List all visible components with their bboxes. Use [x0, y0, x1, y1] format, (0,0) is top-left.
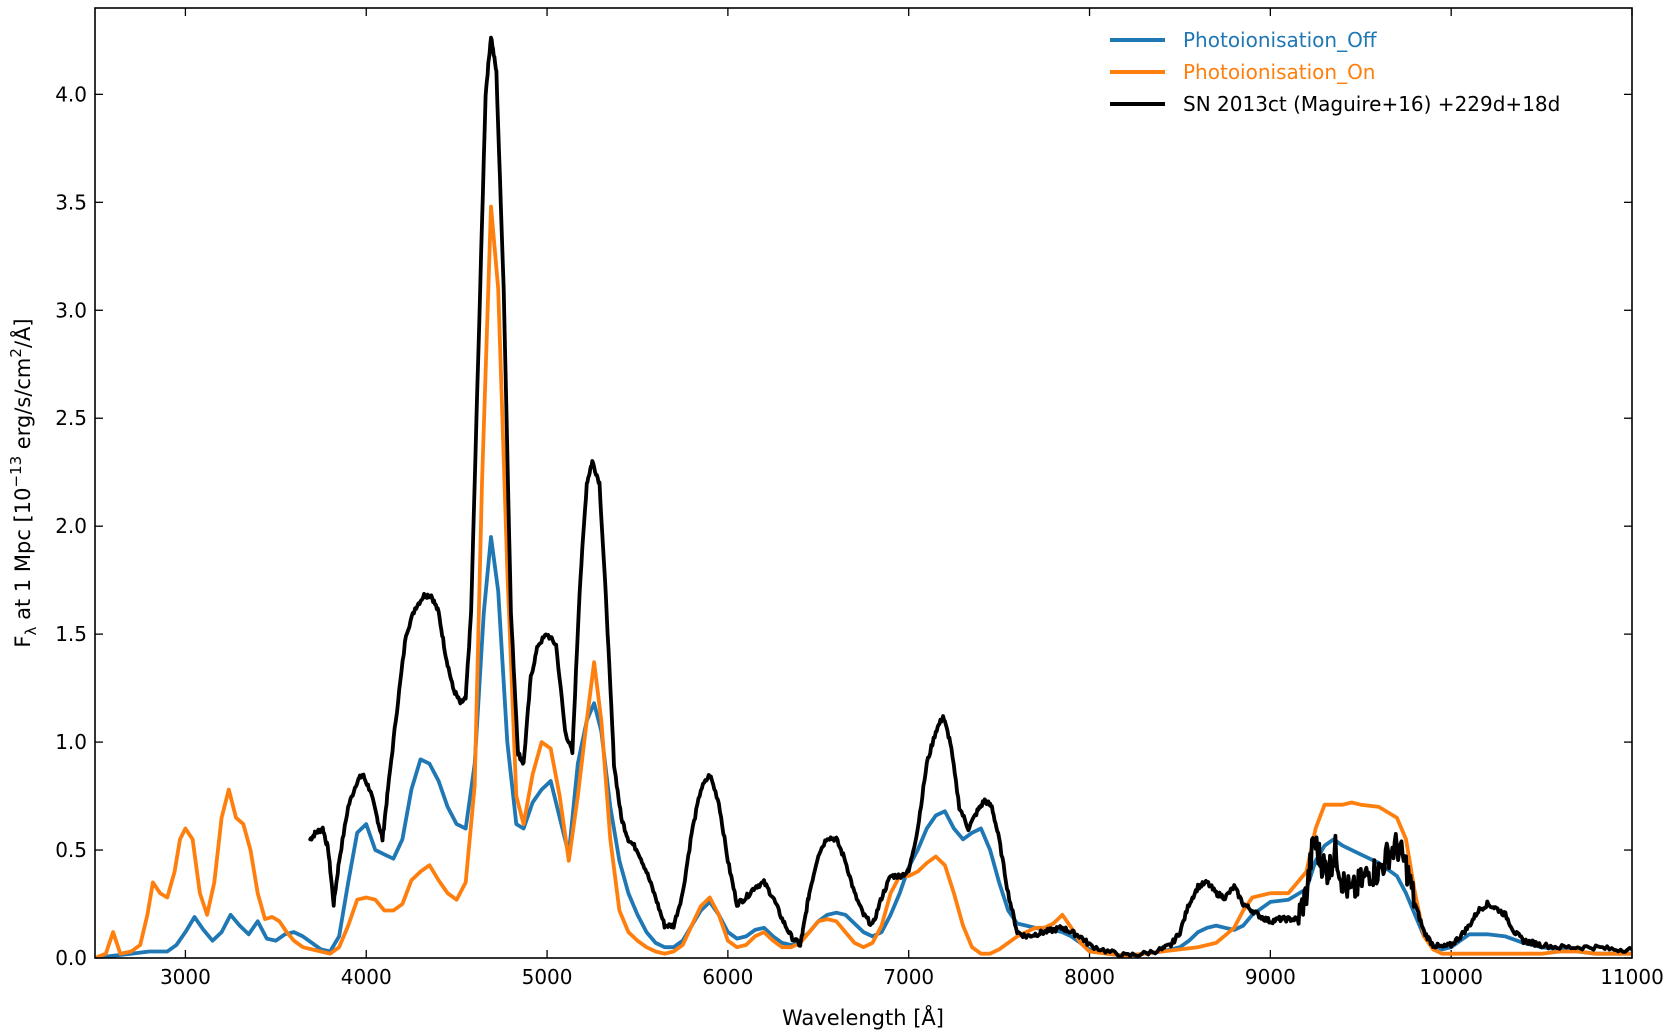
x-tick-label: 4000	[341, 965, 392, 989]
y-tick-label: 2.5	[55, 406, 87, 430]
legend-entry-label: SN 2013ct (Maguire+16) +229d+18d	[1183, 92, 1560, 116]
legend-entry-label: Photoionisation_Off	[1183, 28, 1378, 52]
series-line-2	[308, 35, 1632, 958]
x-tick-label: 11000	[1600, 965, 1664, 989]
legend-entry-label: Photoionisation_On	[1183, 60, 1375, 84]
x-tick-label: 6000	[702, 965, 753, 989]
y-tick-label: 3.0	[55, 298, 87, 322]
x-tick-label: 3000	[160, 965, 211, 989]
legend: Photoionisation_Off Photoionisation_On SN …	[1110, 28, 1560, 116]
series-line-1	[95, 204, 1632, 958]
x-tick-labels: 3000 4000 5000 6000 7000 8000 9000 10000 11000	[160, 965, 1664, 989]
x-tick-label: 7000	[883, 965, 934, 989]
y-tick-label: 0.5	[55, 838, 87, 862]
y-tick-label: 4.0	[55, 82, 87, 106]
x-tick-label: 5000	[522, 965, 573, 989]
x-tick-label: 10000	[1419, 965, 1483, 989]
plot-background	[95, 8, 1632, 958]
x-axis-label: Wavelength [Å]	[782, 1004, 944, 1030]
y-axis-label: Fλ at 1 Mpc [10−13 erg/s/cm2/Å]	[7, 318, 40, 647]
plot-frame	[94, 7, 1633, 959]
y-axis-label-suffix: /Å]	[9, 318, 35, 348]
x-tick-label: 8000	[1064, 965, 1115, 989]
y-tick-label: 1.0	[55, 730, 87, 754]
x-tick-label: 9000	[1245, 965, 1296, 989]
y-axis-label-subscript: λ	[22, 627, 40, 636]
y-tick-label: 1.5	[55, 622, 87, 646]
y-axis-label-exponent-2: 2	[7, 348, 25, 358]
series-layer	[95, 35, 1632, 958]
y-axis-label-exponent: −13	[7, 456, 25, 488]
y-tick-label: 2.0	[55, 514, 87, 538]
y-axis-label-unit: erg/s/cm	[11, 358, 35, 456]
y-tick-labels: 0.0 0.5 1.0 1.5 2.0 2.5 3.0 3.5 4.0	[55, 82, 87, 970]
y-tick-label: 3.5	[55, 190, 87, 214]
y-tick-label: 0.0	[55, 946, 87, 970]
y-axis-label-middle: at 1 Mpc [10	[11, 488, 35, 627]
series-line-0	[95, 535, 1632, 958]
y-axis-label-prefix: F	[11, 636, 35, 648]
